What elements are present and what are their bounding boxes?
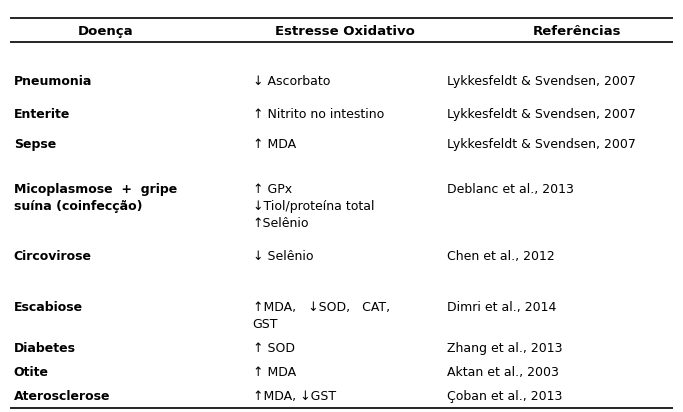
Text: Deblanc et al., 2013: Deblanc et al., 2013 bbox=[447, 183, 574, 196]
Text: Lykkesfeldt & Svendsen, 2007: Lykkesfeldt & Svendsen, 2007 bbox=[447, 108, 637, 121]
Text: Micoplasmose  +  gripe
suína (coinfecção): Micoplasmose + gripe suína (coinfecção) bbox=[14, 183, 177, 213]
Text: Çoban et al., 2013: Çoban et al., 2013 bbox=[447, 390, 563, 403]
Text: Circovirose: Circovirose bbox=[14, 250, 92, 263]
Text: Zhang et al., 2013: Zhang et al., 2013 bbox=[447, 342, 563, 355]
Text: Diabetes: Diabetes bbox=[14, 342, 76, 355]
Text: Otite: Otite bbox=[14, 366, 48, 379]
Text: Estresse Oxidativo: Estresse Oxidativo bbox=[275, 24, 415, 37]
Text: ↑MDA,   ↓SOD,   CAT,
GST: ↑MDA, ↓SOD, CAT, GST bbox=[253, 301, 390, 331]
Text: ↑MDA, ↓GST: ↑MDA, ↓GST bbox=[253, 390, 336, 403]
Text: Chen et al., 2012: Chen et al., 2012 bbox=[447, 250, 555, 263]
Text: ↑ GPx
↓Tiol/proteína total
↑Selênio: ↑ GPx ↓Tiol/proteína total ↑Selênio bbox=[253, 183, 374, 230]
Text: Sepse: Sepse bbox=[14, 138, 56, 151]
Text: Pneumonia: Pneumonia bbox=[14, 75, 92, 88]
Text: ↑ Nitrito no intestino: ↑ Nitrito no intestino bbox=[253, 108, 384, 121]
Text: ↓ Selênio: ↓ Selênio bbox=[253, 250, 313, 263]
Text: Lykkesfeldt & Svendsen, 2007: Lykkesfeldt & Svendsen, 2007 bbox=[447, 138, 637, 151]
Text: ↓ Ascorbato: ↓ Ascorbato bbox=[253, 75, 330, 88]
Text: Enterite: Enterite bbox=[14, 108, 70, 121]
Text: Referências: Referências bbox=[533, 24, 622, 37]
Text: Dimri et al., 2014: Dimri et al., 2014 bbox=[447, 301, 557, 314]
Text: ↑ SOD: ↑ SOD bbox=[253, 342, 294, 355]
Text: ↑ MDA: ↑ MDA bbox=[253, 138, 296, 151]
Text: Escabiose: Escabiose bbox=[14, 301, 83, 314]
Text: Aterosclerose: Aterosclerose bbox=[14, 390, 110, 403]
Text: Lykkesfeldt & Svendsen, 2007: Lykkesfeldt & Svendsen, 2007 bbox=[447, 75, 637, 88]
Text: ↑ MDA: ↑ MDA bbox=[253, 366, 296, 379]
Text: Doença: Doença bbox=[78, 24, 134, 37]
Text: Aktan et al., 2003: Aktan et al., 2003 bbox=[447, 366, 559, 379]
